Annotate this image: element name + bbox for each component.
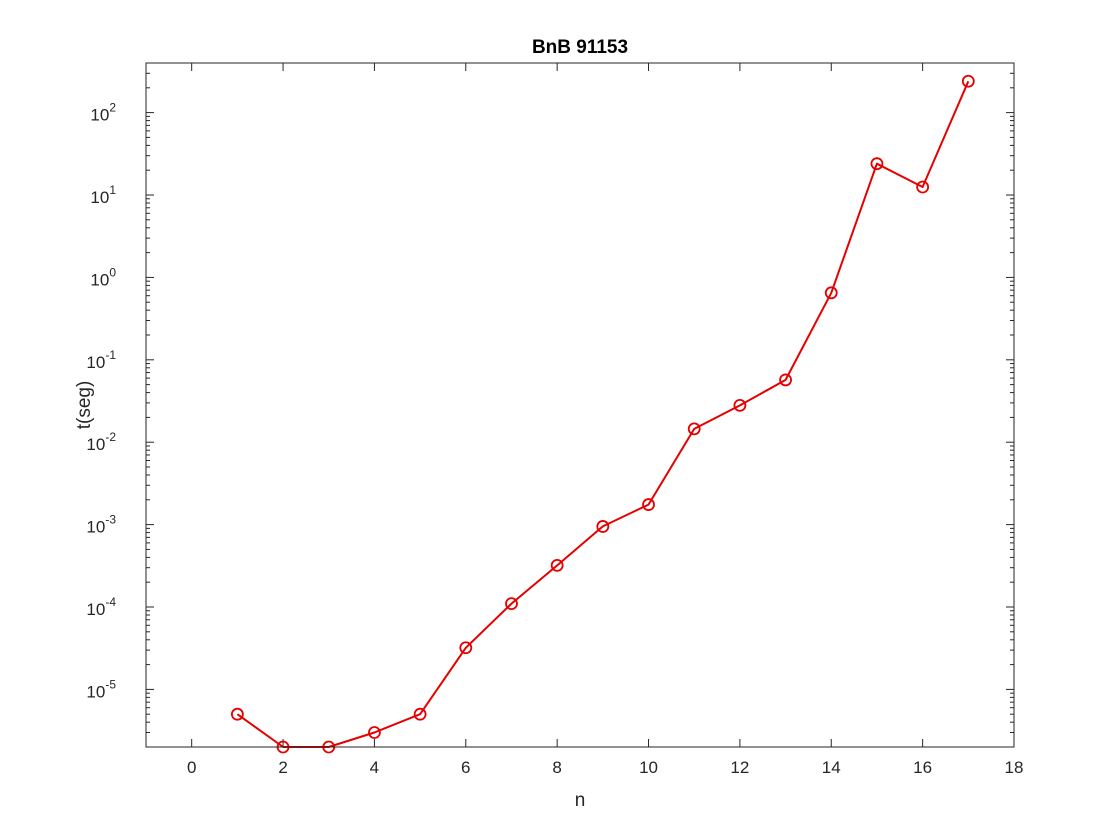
series-line (236, 80, 970, 748)
data-point (824, 286, 838, 300)
y-tick-label: 10-3 (86, 513, 116, 537)
y-tick-base: 10 (86, 353, 105, 372)
x-tick-label: 0 (187, 758, 196, 777)
y-tick-exponent: 0 (109, 265, 116, 279)
data-point (779, 373, 792, 387)
data-point (961, 74, 975, 88)
y-tick-base: 10 (90, 270, 109, 289)
axes-box (145, 62, 1015, 748)
y-tick-base: 10 (90, 106, 109, 125)
data-point (230, 707, 244, 721)
x-tick-label: 18 (1005, 758, 1024, 777)
chart-title: BnB 91153 (532, 37, 628, 58)
x-tick-label: 12 (730, 758, 749, 777)
y-tick-label: 10-1 (86, 348, 116, 372)
data-point (687, 422, 701, 436)
y-tick-exponent: 2 (109, 101, 116, 115)
y-tick-label: 10-5 (86, 677, 116, 701)
data-point (413, 707, 427, 721)
y-tick-label: 10-4 (86, 595, 116, 619)
x-tick-label: 10 (639, 758, 658, 777)
data-point (642, 498, 655, 511)
data-point (368, 726, 381, 739)
data-point (550, 558, 564, 572)
y-tick-label: 100 (90, 265, 116, 289)
x-tick-label: 2 (278, 758, 287, 777)
data-point (916, 180, 930, 194)
x-tick-label: 8 (552, 758, 561, 777)
plot-area (146, 63, 1014, 747)
x-tick-label: 6 (461, 758, 470, 777)
y-tick-base: 10 (86, 518, 105, 537)
data-point (596, 520, 610, 533)
x-tick-label: 14 (822, 758, 841, 777)
y-tick-exponent: -2 (105, 430, 116, 444)
y-tick-exponent: -3 (105, 513, 116, 527)
y-tick-exponent: 1 (109, 183, 116, 197)
data-point (505, 597, 518, 610)
data-point (733, 398, 747, 412)
y-tick-base: 10 (90, 188, 109, 207)
y-tick-base: 10 (86, 600, 105, 619)
y-tick-label: 10-2 (86, 430, 116, 454)
y-axis-label: t(seg) (74, 381, 95, 430)
x-tick-label: 16 (913, 758, 932, 777)
x-axis-label: n (575, 790, 586, 811)
x-tick-label: 4 (370, 758, 379, 777)
data-point (459, 641, 473, 655)
y-tick-base: 10 (86, 435, 105, 454)
y-tick-exponent: -1 (105, 348, 116, 362)
y-tick-label: 101 (90, 183, 116, 207)
y-tick-exponent: -5 (105, 677, 116, 691)
y-tick-base: 10 (86, 682, 105, 701)
y-tick-label: 102 (90, 101, 116, 125)
data-point (870, 157, 884, 171)
y-tick-exponent: -4 (105, 595, 116, 609)
